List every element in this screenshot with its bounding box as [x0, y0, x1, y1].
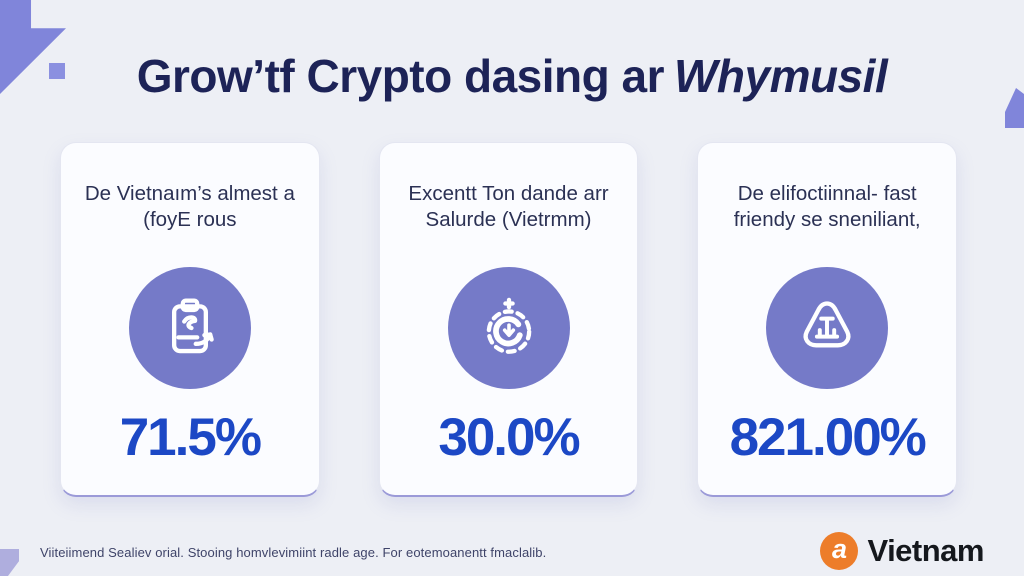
stat-card-value: 71.5% — [119, 408, 262, 467]
brand-name: Vietnam — [867, 533, 984, 568]
stat-card-value: 821.00% — [729, 408, 927, 467]
stat-card-adoption: De Vietnaım’s almest a (foyE rous 71.5% — [60, 142, 320, 497]
stat-card-caption: De elifoctiinnal- fast friendy se snenil… — [733, 182, 921, 232]
stat-cards-row: De Vietnaım’s almest a (foyE rous 71.5% … — [60, 142, 958, 497]
stat-card-value: 30.0% — [438, 408, 580, 467]
stat-card-growth: Excentt Ton dande arr Salurde (Vietrmm) … — [378, 142, 639, 497]
stat-card-friendly: De elifoctiinnal- fast friendy se snenil… — [697, 142, 958, 497]
stat-card-caption: Excentt Ton dande arr Salurde (Vietrmm) — [408, 182, 609, 232]
page-title-emphasis: Whymusil — [674, 50, 888, 102]
page-title: Grow’tf Crypto dasing ar Whymusil — [0, 49, 1024, 103]
stat-card-caption: De Vietnaım’s almest a (foyE rous — [84, 182, 295, 232]
brand-logo: a Vietnam — [820, 532, 984, 570]
corner-decoration-bottom-left — [0, 549, 19, 576]
shield-lock-icon — [766, 267, 889, 389]
footer-note: Viiteiimend Sealiev orial. Stooing homvl… — [40, 545, 547, 560]
corner-decoration-square — [49, 63, 65, 79]
gauge-target-icon — [447, 267, 570, 389]
brand-logo-icon: a — [820, 532, 859, 570]
clipboard-report-icon — [128, 267, 251, 389]
page-title-text: Grow’tf Crypto dasing ar — [136, 50, 665, 102]
